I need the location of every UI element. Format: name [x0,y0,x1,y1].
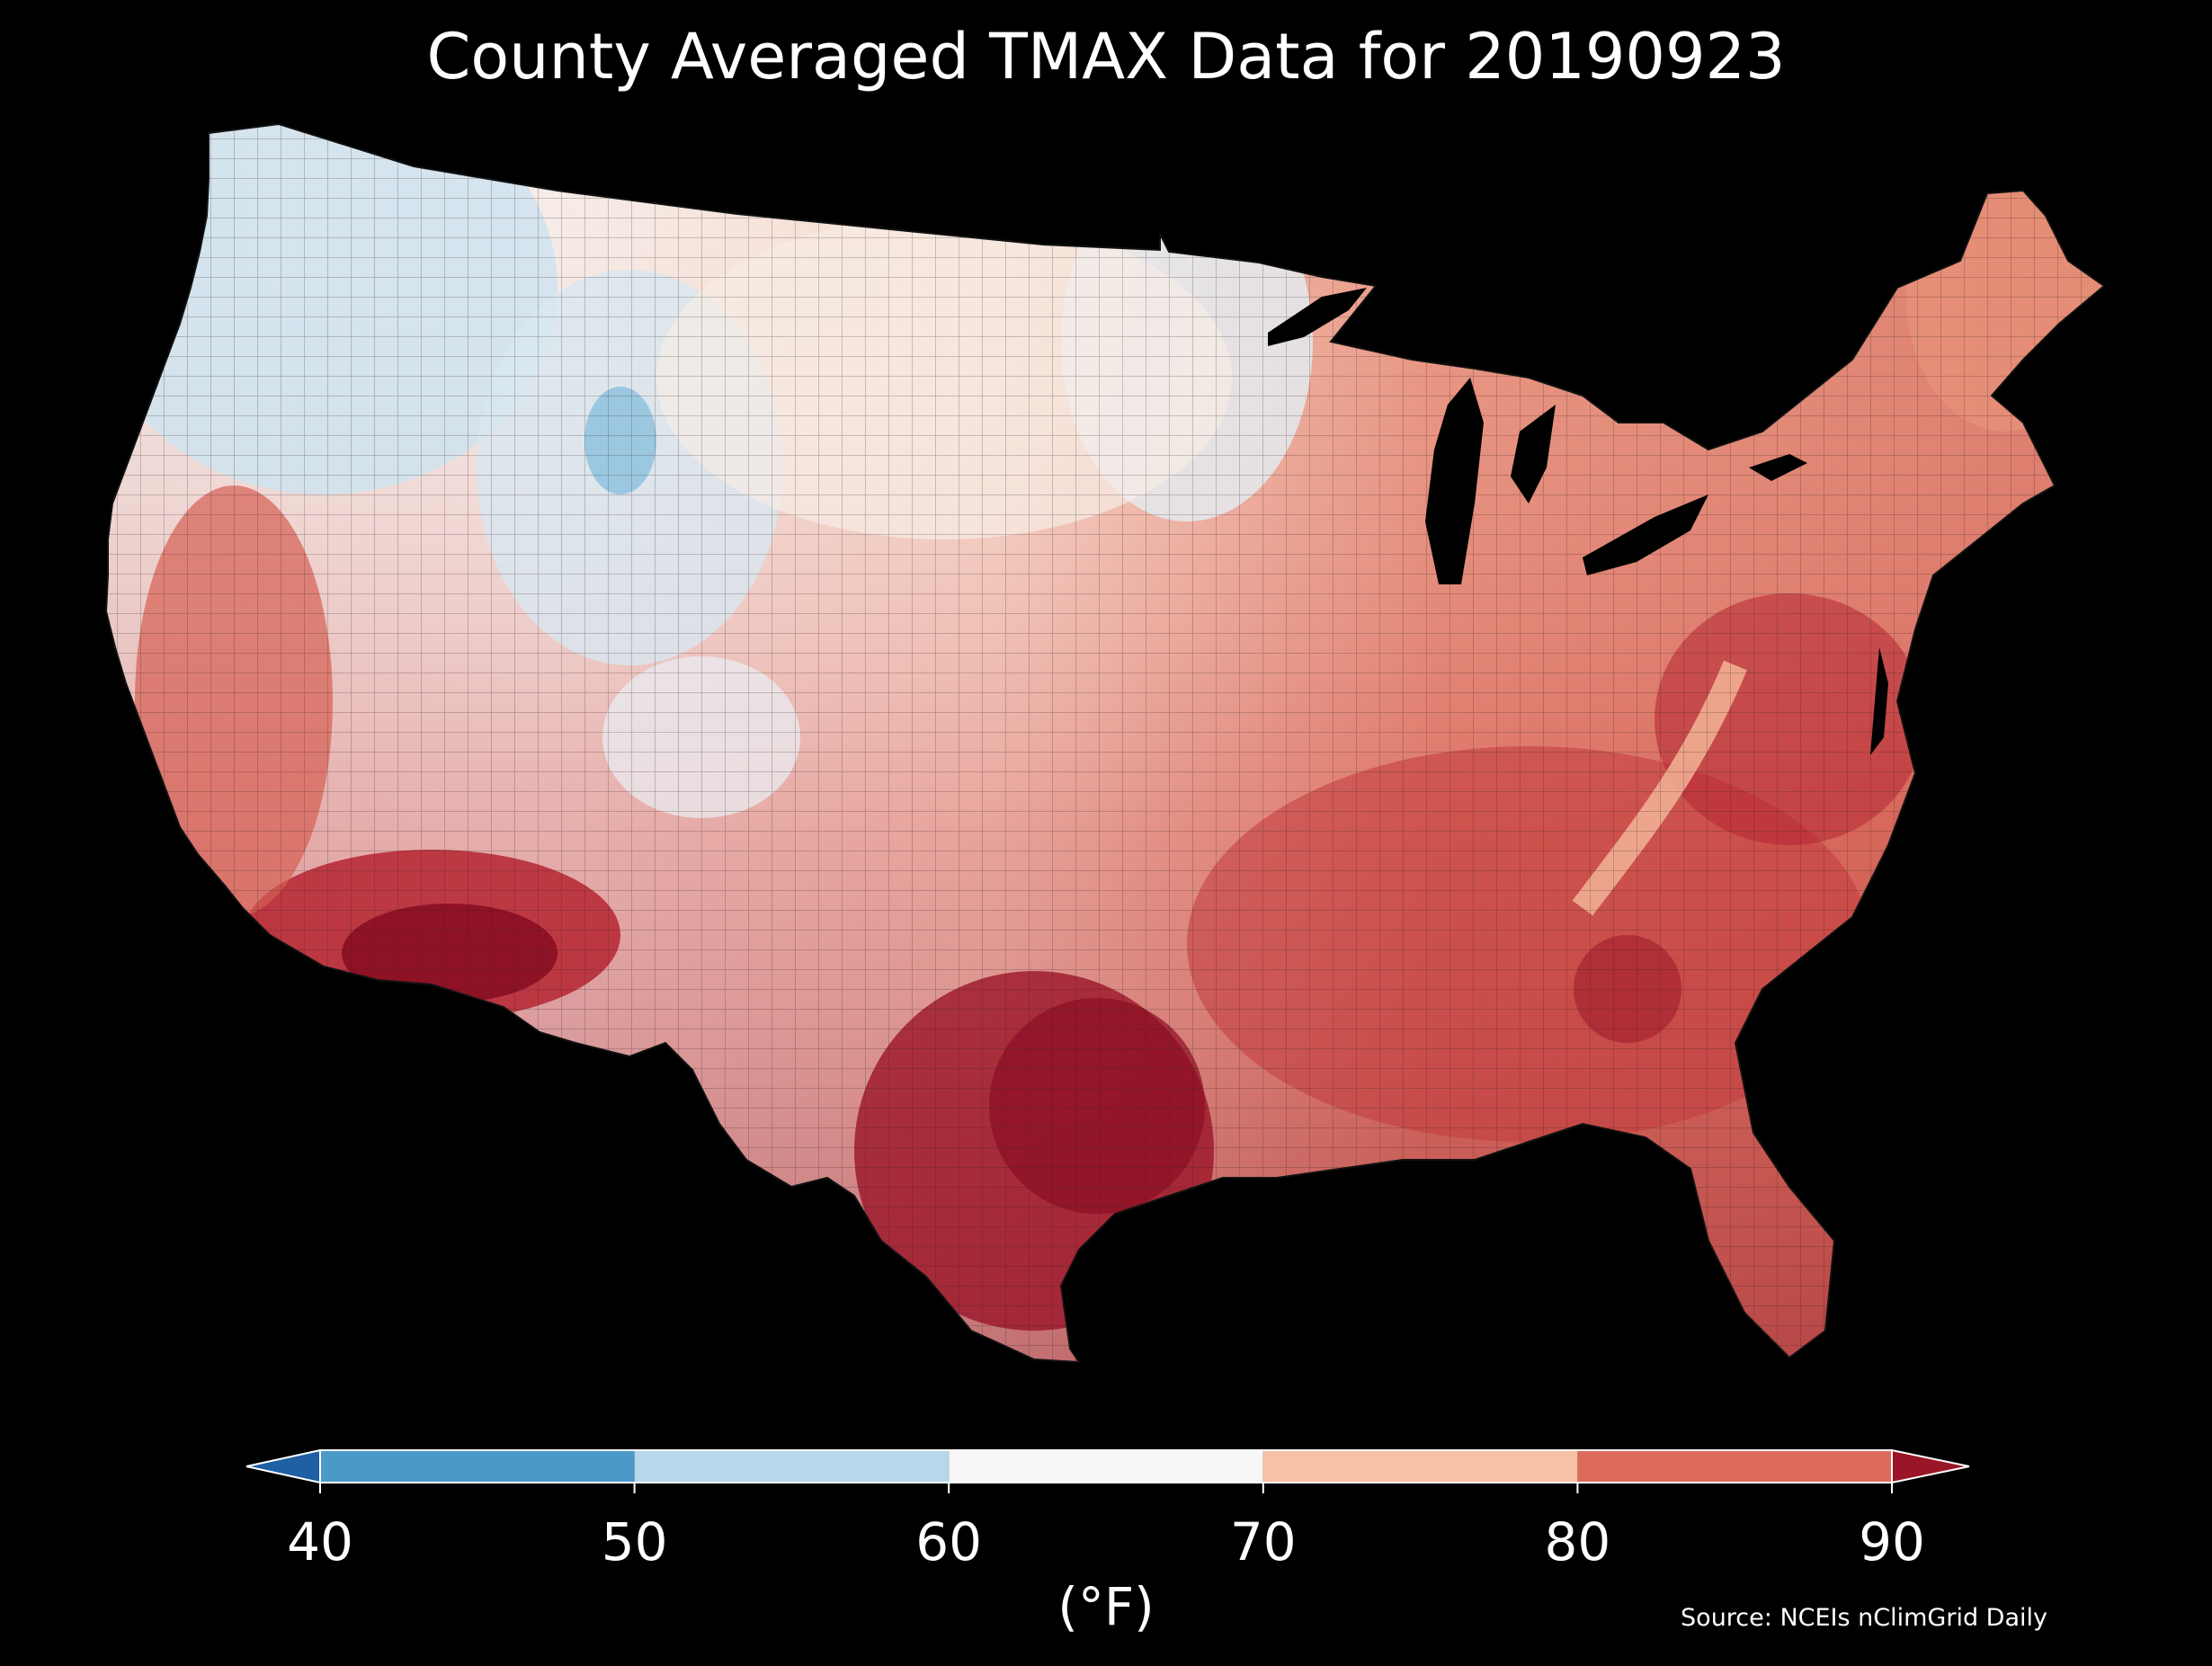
colorbar-tick-label: 80 [1544,1511,1611,1572]
great-lakes [1268,288,1888,755]
map-area [105,123,2105,1363]
colorbar-frame [319,1449,1893,1483]
colorbar-tick-label: 40 [287,1511,353,1572]
us-county-map [105,123,2105,1363]
colorbar-tick-label: 70 [1229,1511,1297,1572]
colorbar-tick-label: 90 [1859,1511,1925,1572]
colorbar-bin [634,1450,950,1483]
map-title: County Averaged TMAX Data for 20190923 [426,20,1786,94]
colorbar-under-arrow [245,1448,321,1484]
colorbar-tick-label: 50 [601,1511,668,1572]
colorbar-bins [320,1450,1892,1483]
colorbar-tick-marks [319,1483,1893,1493]
colorbar-tick-label: 60 [915,1511,983,1572]
colorbar-bin [1577,1450,1892,1483]
source-credit: Source: NCEIs nClimGrid Daily [1681,1604,2047,1632]
county-fill-layer [106,124,2104,1362]
colorbar-units-label: (°F) [1057,1576,1155,1637]
colorbar-bin [1262,1450,1578,1483]
colorbar-bin [320,1450,635,1483]
colorbar-over-arrow [1891,1448,1970,1484]
colorbar-bin [949,1450,1263,1483]
